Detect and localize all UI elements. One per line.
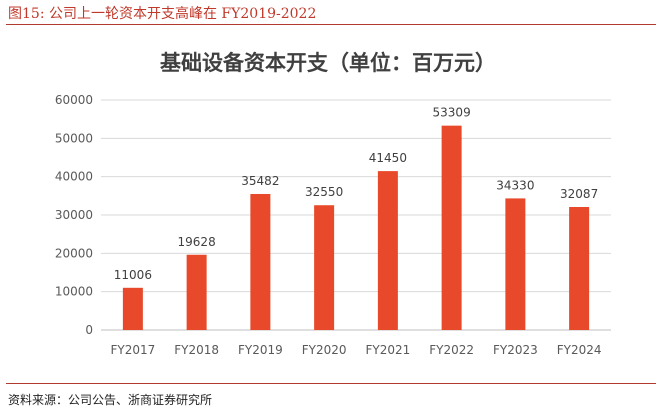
data-label: 19628: [178, 235, 216, 249]
data-label: 41450: [369, 151, 407, 165]
y-tick-label: 0: [85, 323, 93, 337]
data-label: 53309: [433, 106, 471, 120]
y-tick-label: 30000: [55, 208, 93, 222]
y-tick-label: 60000: [55, 93, 93, 107]
x-tick-label: FY2021: [365, 343, 410, 357]
bar: [569, 206, 590, 330]
data-labels: 11006 19628 35482 32550 41450 53309 34330 32087: [114, 106, 598, 282]
y-tick-label: 40000: [55, 170, 93, 184]
y-tick-label: 20000: [55, 246, 93, 260]
x-tick-label: FY2017: [110, 343, 155, 357]
bar: [505, 198, 526, 330]
bar: [122, 287, 143, 330]
x-tick-label: FY2020: [302, 343, 347, 357]
x-axis: FY2017 FY2018 FY2019 FY2020 FY2021 FY2022 FY20…: [110, 343, 601, 357]
bottom-rule: [6, 383, 656, 384]
bar: [441, 125, 462, 330]
data-label: 11006: [114, 268, 152, 282]
top-rule: [6, 24, 656, 25]
gridlines: [101, 99, 611, 331]
data-label: 32550: [305, 185, 343, 199]
source-note: 资料来源：公司公告、浙商证券研究所: [8, 393, 213, 407]
y-tick-label: 50000: [55, 131, 93, 145]
y-tick-label: 10000: [55, 285, 93, 299]
bar: [186, 254, 207, 330]
x-tick-label: FY2019: [238, 343, 283, 357]
figure-caption: 图15: 公司上一轮资本开支高峰在 FY2019-2022: [8, 6, 317, 22]
data-label: 34330: [496, 178, 534, 192]
x-tick-label: FY2024: [557, 343, 602, 357]
bar: [314, 205, 335, 330]
data-label: 35482: [241, 174, 279, 188]
x-tick-label: FY2018: [174, 343, 219, 357]
bars: [122, 125, 590, 330]
x-tick-label: FY2023: [493, 343, 538, 357]
bar: [377, 171, 398, 330]
bar: [250, 193, 271, 330]
y-axis: 0 10000 20000 30000 40000 50000 60000: [55, 93, 93, 337]
data-label: 32087: [560, 187, 598, 201]
x-tick-label: FY2022: [429, 343, 474, 357]
chart-title: 基础设备资本开支（单位：百万元）: [160, 51, 496, 75]
